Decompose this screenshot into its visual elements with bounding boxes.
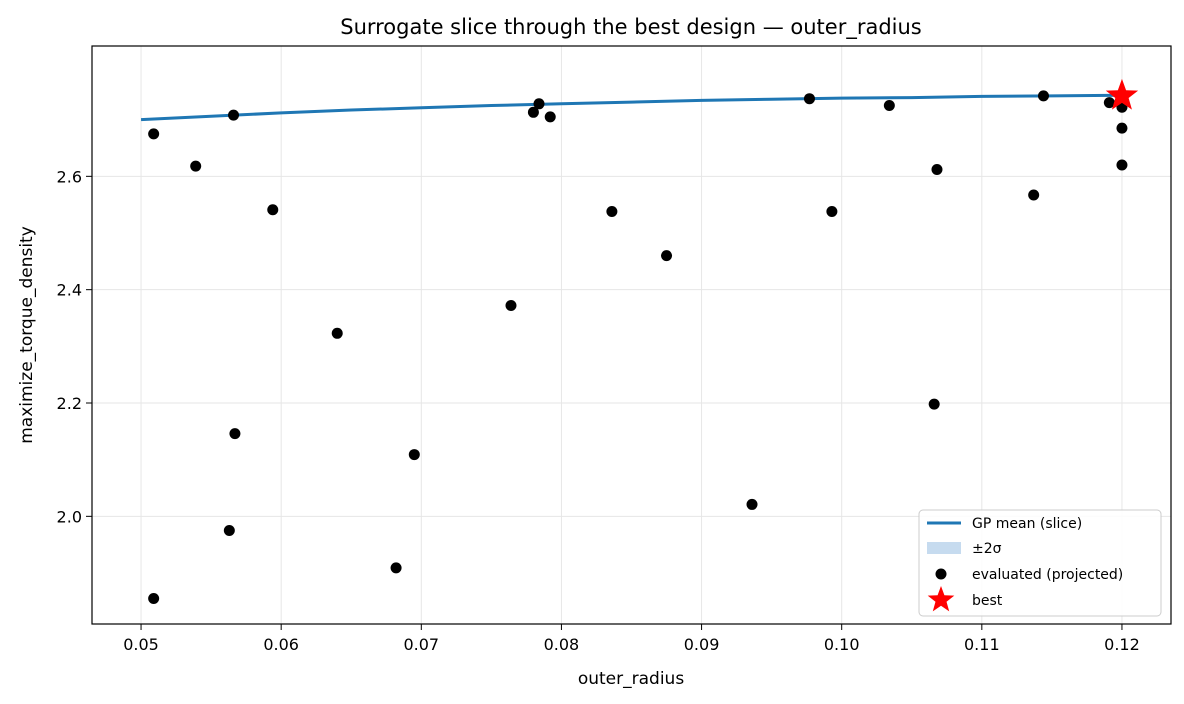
evaluated-point xyxy=(1037,90,1049,102)
evaluated-point xyxy=(746,498,758,510)
evaluated-point xyxy=(408,449,420,461)
legend-label-best: best xyxy=(972,593,1003,609)
evaluated-points xyxy=(148,90,1128,604)
x-tick-label: 0.08 xyxy=(544,635,580,654)
legend: GP mean (slice) ±2σ evaluated (projected… xyxy=(918,509,1162,617)
evaluated-point xyxy=(606,205,618,217)
evaluated-point xyxy=(148,128,160,140)
x-tick-label: 0.09 xyxy=(684,635,720,654)
y-tick-label: 2.6 xyxy=(57,167,82,186)
evaluated-point xyxy=(826,205,838,217)
evaluated-point xyxy=(661,250,673,262)
evaluated-point xyxy=(1028,189,1040,201)
evaluated-point xyxy=(883,100,895,111)
evaluated-point xyxy=(229,428,241,440)
chart-title: Surrogate slice through the best design … xyxy=(340,15,922,40)
gp-mean-line xyxy=(140,93,1122,122)
best-marker-group xyxy=(1105,78,1139,110)
evaluated-point xyxy=(148,593,160,604)
plot-frame xyxy=(91,45,1172,625)
x-tick-label: 0.11 xyxy=(964,635,1000,654)
x-axis-label: outer_radius xyxy=(578,669,684,689)
evaluated-point xyxy=(505,300,517,312)
evaluated-point xyxy=(223,525,235,536)
evaluated-point xyxy=(390,562,402,574)
legend-label-band: ±2σ xyxy=(972,541,1002,557)
evaluated-point xyxy=(527,106,539,118)
evaluated-point xyxy=(267,204,279,216)
y-tick-label: 2.4 xyxy=(57,281,82,300)
x-tick-label: 0.06 xyxy=(263,635,299,654)
legend-label-mean: GP mean (slice) xyxy=(972,516,1082,532)
x-tick-label: 0.07 xyxy=(403,635,439,654)
x-tick-label: 0.05 xyxy=(123,635,159,654)
evaluated-point xyxy=(1116,122,1128,134)
legend-box xyxy=(918,509,1162,617)
y-axis: 2.0 2.2 2.4 2.6 xyxy=(57,167,92,526)
evaluated-point xyxy=(533,98,545,110)
evaluated-point xyxy=(190,160,202,172)
evaluated-point xyxy=(1103,97,1115,109)
best-marker xyxy=(1105,78,1139,110)
grid xyxy=(92,46,1171,624)
evaluated-point xyxy=(928,398,940,410)
legend-swatch-points xyxy=(935,568,947,580)
evaluated-point xyxy=(228,109,240,121)
y-axis-label: maximize_torque_density xyxy=(17,226,37,444)
x-axis: 0.05 0.06 0.07 0.08 0.09 0.10 0.11 0.12 xyxy=(123,624,1140,654)
legend-swatch-best xyxy=(927,586,955,612)
x-tick-label: 0.12 xyxy=(1104,635,1140,654)
evaluated-point xyxy=(1116,159,1128,171)
legend-swatch-band xyxy=(927,542,961,554)
evaluated-point xyxy=(803,93,815,105)
x-tick-label: 0.10 xyxy=(824,635,860,654)
y-tick-label: 2.2 xyxy=(57,394,82,413)
evaluated-point xyxy=(544,111,556,123)
gp-mean-line-group xyxy=(140,93,1122,122)
evaluated-point xyxy=(931,164,943,176)
legend-label-points: evaluated (projected) xyxy=(972,567,1123,583)
y-tick-label: 2.0 xyxy=(57,507,82,526)
evaluated-point xyxy=(331,327,343,339)
